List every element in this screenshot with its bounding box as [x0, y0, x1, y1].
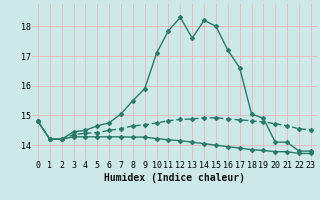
X-axis label: Humidex (Indice chaleur): Humidex (Indice chaleur): [104, 173, 245, 183]
